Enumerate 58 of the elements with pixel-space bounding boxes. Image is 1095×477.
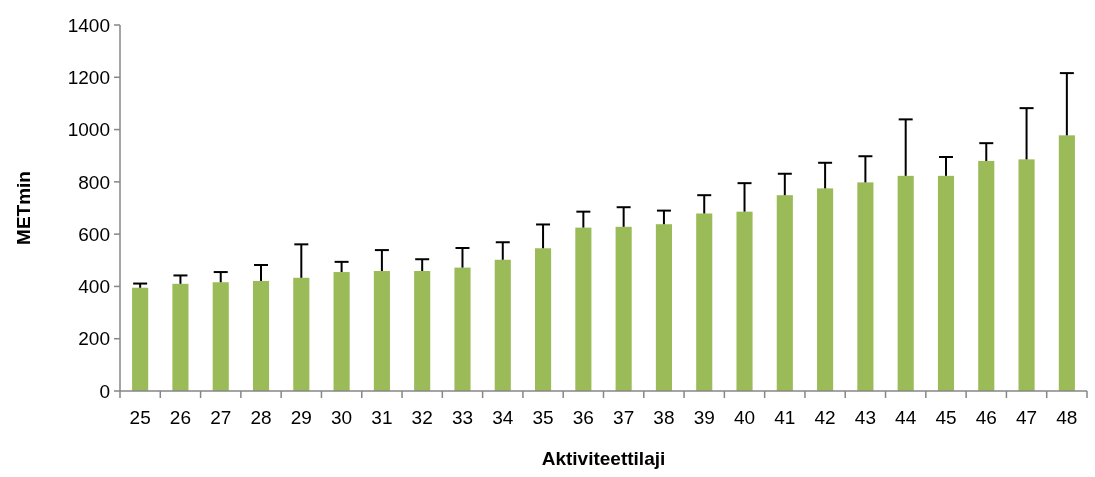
bar	[857, 182, 874, 391]
x-tick-label: 33	[451, 407, 474, 428]
x-tick-label: 44	[895, 407, 917, 428]
bar	[132, 287, 149, 391]
y-tick-label: 0	[99, 380, 110, 402]
bar	[252, 280, 270, 391]
bar	[696, 213, 713, 391]
x-tick-label: 39	[693, 407, 715, 428]
bar	[1018, 159, 1035, 391]
x-tick-label: 29	[290, 407, 312, 428]
x-tick-label: 34	[492, 407, 514, 428]
x-tick-label: 37	[613, 407, 635, 428]
x-tick-label: 36	[572, 407, 594, 428]
y-tick-label: 400	[78, 276, 110, 298]
bar	[776, 195, 793, 391]
y-tick-label: 800	[78, 171, 110, 193]
x-tick-label: 28	[250, 407, 272, 428]
x-tick-label: 31	[371, 407, 393, 428]
x-tick-label: 38	[653, 407, 675, 428]
bar	[293, 277, 310, 391]
bar	[897, 175, 914, 391]
x-tick-label: 27	[210, 407, 232, 428]
bar	[172, 283, 189, 391]
bar	[414, 271, 431, 391]
x-tick-label: 30	[331, 407, 353, 428]
x-tick-label: 48	[1056, 407, 1078, 428]
x-axis-title: Aktiviteettilaji	[541, 448, 666, 469]
x-tick-label: 42	[814, 407, 836, 428]
x-tick-label: 43	[854, 407, 876, 428]
x-tick-label: 46	[975, 407, 997, 428]
bar	[494, 259, 511, 391]
x-tick-label: 35	[532, 407, 554, 428]
bar	[575, 227, 592, 391]
bar	[978, 160, 995, 391]
bar	[615, 226, 632, 391]
bar	[373, 271, 390, 391]
bar	[736, 211, 753, 391]
y-tick-label: 1400	[67, 14, 110, 36]
x-tick-label: 26	[169, 407, 192, 428]
x-tick-label: 25	[129, 407, 151, 428]
y-tick-label: 600	[78, 223, 110, 245]
bar	[817, 188, 834, 391]
y-axis-title: METmin	[13, 171, 34, 245]
x-tick-label: 45	[935, 407, 957, 428]
bar	[535, 248, 552, 391]
x-tick-label: 41	[774, 407, 796, 428]
x-tick-label: 47	[1015, 407, 1038, 428]
y-tick-label: 200	[78, 328, 110, 350]
bar	[1058, 135, 1075, 391]
x-tick-label: 32	[411, 407, 433, 428]
bar	[937, 175, 955, 391]
bar	[333, 272, 350, 391]
bar	[454, 267, 471, 391]
x-tick-label: 40	[733, 407, 756, 428]
bar	[212, 282, 229, 391]
y-tick-label: 1000	[67, 119, 110, 141]
bar	[655, 224, 672, 391]
y-tick-label: 1200	[67, 66, 110, 88]
